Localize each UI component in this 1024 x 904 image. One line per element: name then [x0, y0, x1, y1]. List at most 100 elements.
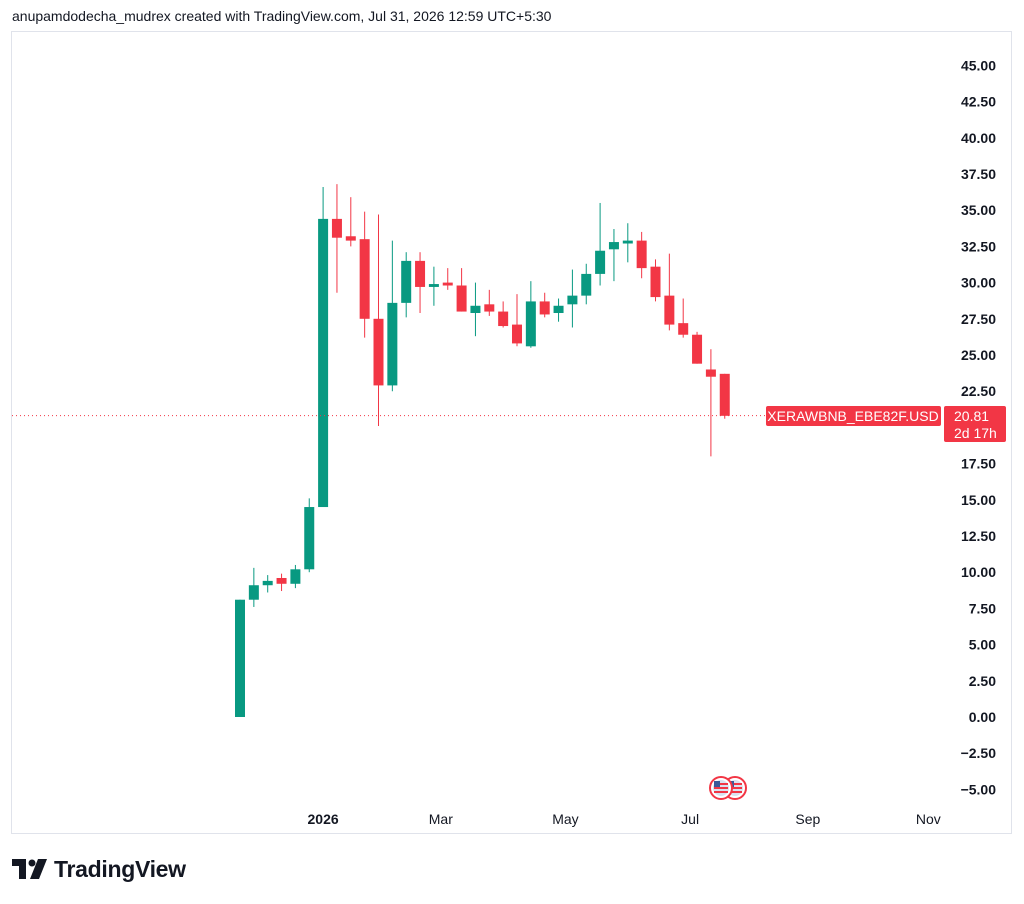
candle[interactable]: [608, 229, 619, 282]
candle[interactable]: [498, 301, 509, 328]
candle-body: [595, 250, 606, 274]
candle-body: [622, 240, 633, 244]
candle[interactable]: [235, 599, 245, 717]
x-tick-label: May: [552, 811, 578, 827]
candle[interactable]: [719, 373, 730, 419]
x-axis[interactable]: 2026 Mar May Jul Sep Nov: [308, 811, 941, 827]
x-tick-label: Jul: [681, 811, 699, 827]
candles-layer: [235, 184, 730, 717]
y-tick-label: 30.00: [961, 275, 996, 291]
y-tick-label: 0.00: [969, 709, 996, 725]
symbol-label-bg: [766, 406, 941, 426]
symbol-label-text: XERAWBNB_EBE82F.USD: [767, 408, 938, 424]
candle[interactable]: [331, 184, 342, 293]
candle[interactable]: [678, 298, 689, 338]
candle-body: [456, 285, 467, 312]
candle[interactable]: [567, 269, 578, 328]
y-tick-label: 22.50: [961, 383, 996, 399]
candle-body: [276, 577, 287, 584]
candle-body: [318, 218, 329, 508]
candle-body: [553, 305, 564, 314]
y-tick-label: −5.00: [961, 781, 997, 797]
candle[interactable]: [664, 253, 675, 331]
candle[interactable]: [705, 349, 716, 457]
candle-body: [235, 599, 245, 717]
candle-body: [373, 318, 384, 386]
candle-body: [248, 585, 259, 600]
x-tick-label: Sep: [795, 811, 820, 827]
candle[interactable]: [622, 223, 633, 263]
candle-body: [678, 323, 689, 335]
candle[interactable]: [359, 211, 370, 338]
candle[interactable]: [539, 292, 550, 318]
y-tick-label: 12.50: [961, 528, 996, 544]
candle[interactable]: [650, 259, 661, 302]
symbol-label: XERAWBNB_EBE82F.USD: [766, 406, 941, 426]
y-tick-label: −2.50: [961, 745, 997, 761]
candle[interactable]: [553, 298, 564, 322]
candle[interactable]: [692, 331, 703, 364]
x-tick-label: Mar: [429, 811, 453, 827]
event-markers[interactable]: [709, 776, 747, 800]
y-tick-label: 25.00: [961, 347, 996, 363]
y-tick-label: 2.50: [969, 673, 996, 689]
candle[interactable]: [276, 573, 287, 592]
candle[interactable]: [401, 252, 412, 318]
candle[interactable]: [456, 268, 467, 312]
candle[interactable]: [428, 266, 439, 306]
y-tick-label: 37.50: [961, 166, 996, 182]
candle-body: [331, 218, 342, 238]
x-tick-label: 2026: [308, 811, 339, 827]
candle[interactable]: [248, 567, 259, 607]
tradingview-logo[interactable]: TradingView: [12, 856, 186, 883]
candle-body: [401, 260, 412, 303]
y-tick-label: 5.00: [969, 637, 996, 653]
y-tick-label: 45.00: [961, 57, 996, 73]
candle-body: [442, 282, 453, 286]
candle-body: [525, 301, 536, 347]
candle-body: [650, 266, 661, 298]
candle[interactable]: [345, 197, 356, 247]
attribution-text: anupamdodecha_mudrex created with Tradin…: [12, 8, 552, 24]
candle[interactable]: [304, 498, 315, 573]
y-tick-label: 15.00: [961, 492, 996, 508]
y-tick-label: 10.00: [961, 564, 996, 580]
y-tick-label: 7.50: [969, 600, 996, 616]
candle[interactable]: [512, 294, 522, 347]
candle-body: [290, 569, 301, 584]
chart-frame: [11, 31, 1012, 834]
candle-body: [719, 373, 730, 416]
candle-body: [567, 295, 578, 305]
candle-body: [705, 369, 716, 377]
candle[interactable]: [525, 281, 536, 348]
candle[interactable]: [415, 252, 426, 314]
candle-body: [608, 242, 619, 250]
candle-body: [387, 302, 398, 386]
y-axis[interactable]: 45.00 42.50 40.00 37.50 35.00 32.50 30.00 27.50…: [961, 57, 997, 797]
candle[interactable]: [470, 282, 481, 337]
candle[interactable]: [262, 575, 273, 593]
candle[interactable]: [442, 268, 453, 290]
candle-body: [512, 324, 522, 344]
candle[interactable]: [318, 187, 329, 508]
candle[interactable]: [595, 202, 606, 286]
candle-body: [484, 304, 495, 312]
y-tick-label: 35.00: [961, 202, 996, 218]
candle[interactable]: [373, 214, 384, 426]
x-tick-label: Nov: [916, 811, 941, 827]
candle[interactable]: [484, 289, 495, 316]
candle[interactable]: [581, 263, 592, 305]
candle[interactable]: [636, 231, 647, 279]
last-price-label: 20.81 2d 17h: [944, 406, 1006, 442]
y-tick-label: 40.00: [961, 130, 996, 146]
tradingview-logo-icon: [12, 858, 47, 879]
last-price-value: 20.81: [954, 408, 989, 424]
last-price-label-bg: [944, 406, 1006, 442]
candle-body: [664, 295, 675, 325]
candle[interactable]: [290, 564, 301, 589]
us-flag-icon[interactable]: [709, 776, 733, 800]
candle-body: [539, 301, 550, 315]
candle[interactable]: [387, 240, 398, 392]
candle-body: [262, 580, 273, 586]
